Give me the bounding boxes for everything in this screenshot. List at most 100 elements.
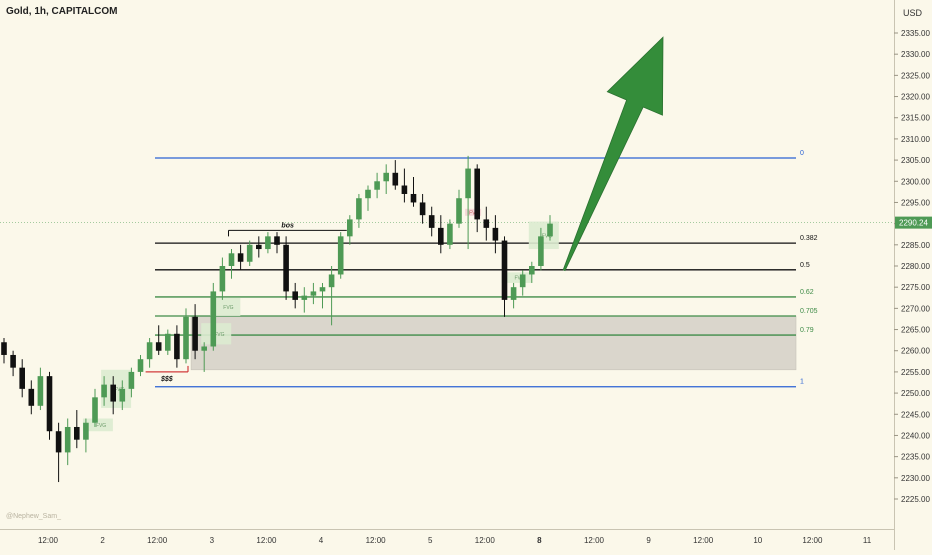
fvg-label: FVG <box>96 423 106 429</box>
candle-body <box>383 172 389 182</box>
y-tick-label: 2250.00 <box>901 389 930 398</box>
fib-level-label: 1 <box>800 379 804 386</box>
y-tick-label: 2245.00 <box>901 410 930 419</box>
fib-level-label: 0.705 <box>800 308 818 315</box>
bear-fvg-box <box>465 208 482 216</box>
x-tick-label: 12:00 <box>366 536 387 545</box>
candle-body <box>310 291 317 296</box>
y-tick-label: 2305.00 <box>901 156 930 165</box>
candle-body <box>374 181 380 190</box>
author-watermark: @Nephew_Sam_ <box>6 513 61 520</box>
candle-body <box>10 354 16 368</box>
candle-body <box>174 333 180 360</box>
candle-body <box>74 426 80 440</box>
candle-body <box>55 431 62 453</box>
fvg-box <box>501 272 532 283</box>
fvg-box <box>528 221 559 250</box>
fvg-label: FVG <box>114 387 124 393</box>
last-price-label: 2290.24 <box>899 219 928 228</box>
y-tick-label: 2310.00 <box>901 135 930 144</box>
bear-fvg-label: FVG <box>469 210 479 216</box>
symbol-title: Gold, 1h, CAPITALCOM <box>6 6 118 17</box>
x-tick-label: 2 <box>100 536 105 545</box>
candle-body <box>101 384 107 398</box>
candle-body <box>438 227 444 245</box>
candle-body <box>165 333 171 351</box>
fvg-box <box>210 297 241 316</box>
fib-level-label: 0.62 <box>800 289 814 296</box>
liquidity-label: $$$ <box>160 376 173 383</box>
fib-level-label: 0 <box>800 150 804 157</box>
x-tick-label: 3 <box>210 536 215 545</box>
y-tick-label: 2225.00 <box>901 495 930 504</box>
fvg-label: FVG <box>515 276 525 282</box>
y-tick-label: 2285.00 <box>901 241 930 250</box>
candle-body <box>256 244 262 250</box>
candle-body <box>137 359 144 372</box>
fvg-label: FVG <box>542 233 552 239</box>
y-tick-label: 2280.00 <box>901 262 930 271</box>
fvg-box <box>201 323 232 345</box>
x-tick-label: 8 <box>537 536 542 545</box>
y-tick-label: 2265.00 <box>901 326 930 335</box>
candle-body <box>465 168 471 199</box>
x-tick-label: 12:00 <box>693 536 714 545</box>
candle-body <box>37 376 44 406</box>
candle-body <box>283 244 289 292</box>
y-tick-label: 2300.00 <box>901 177 930 186</box>
fvg-label: FVG <box>214 332 224 338</box>
candle-body <box>192 316 198 351</box>
candle-body <box>492 227 499 241</box>
candle-body <box>210 291 217 347</box>
candle-body <box>365 189 371 199</box>
candle-body <box>447 223 453 245</box>
candle-body <box>19 367 25 389</box>
candle-body <box>328 274 335 288</box>
x-tick-label: 12:00 <box>147 536 168 545</box>
candle-body <box>219 266 226 292</box>
candle-body <box>274 236 280 245</box>
fib-level-label: 0.5 <box>800 262 810 269</box>
fvg-label: FVG <box>223 305 233 311</box>
bos-label: bos <box>281 222 294 229</box>
candle-body <box>46 376 53 432</box>
x-tick-label: 5 <box>428 536 433 545</box>
candle-body <box>292 291 298 300</box>
y-tick-label: 2335.00 <box>901 29 930 38</box>
candle-body <box>64 426 71 453</box>
x-tick-label: 9 <box>646 536 651 545</box>
discount-zone <box>190 315 797 371</box>
y-tick-label: 2315.00 <box>901 114 930 123</box>
x-tick-label: 12:00 <box>38 536 59 545</box>
candle-body <box>410 193 417 203</box>
candle-body <box>529 266 535 275</box>
y-tick-label: 2330.00 <box>901 50 930 59</box>
y-tick-label: 2320.00 <box>901 93 930 102</box>
y-tick-label: 2230.00 <box>901 474 930 483</box>
candle-body <box>483 219 490 228</box>
x-tick-label: 12:00 <box>584 536 605 545</box>
candle-body <box>265 236 271 250</box>
y-tick-label: 2325.00 <box>901 71 930 80</box>
candle-body <box>347 219 353 237</box>
fib-level-label: 0.79 <box>800 327 814 334</box>
candle-body <box>538 236 544 266</box>
y-tick-label: 2260.00 <box>901 347 930 356</box>
candle-body <box>519 274 526 288</box>
candle-body <box>301 295 308 300</box>
candle-body <box>146 342 153 360</box>
candle-body <box>119 388 126 402</box>
candle-body <box>237 253 244 262</box>
candle-body <box>356 198 362 220</box>
y-tick-label: 2295.00 <box>901 198 930 207</box>
y-tick-label: 2240.00 <box>901 431 930 440</box>
x-tick-label: 10 <box>753 536 762 545</box>
y-tick-label: 2255.00 <box>901 368 930 377</box>
candle-body <box>83 422 89 440</box>
candle-body <box>155 342 162 351</box>
candle-body <box>92 397 98 423</box>
currency-label[interactable]: USD <box>903 8 923 18</box>
y-tick-label: 2235.00 <box>901 453 930 462</box>
